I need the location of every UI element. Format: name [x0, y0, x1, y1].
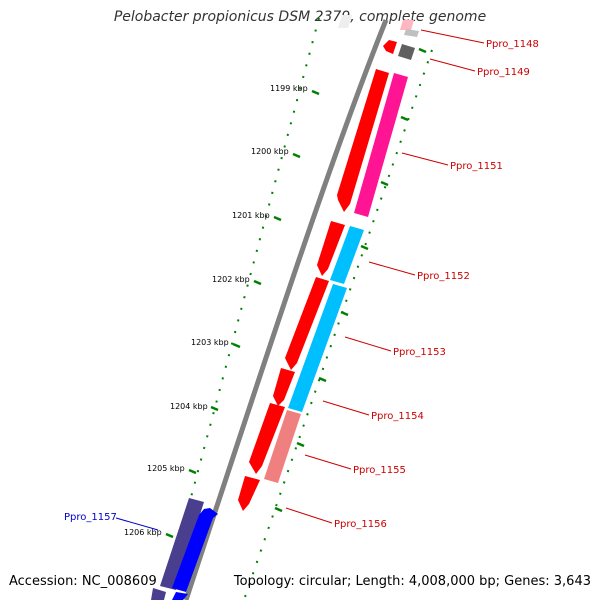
gene-label-ppro-1157[interactable]: Ppro_1157 — [64, 512, 117, 523]
connector-ppro-1157 — [115, 517, 159, 531]
gene-label-ppro-1153[interactable]: Ppro_1153 — [393, 347, 446, 358]
gene-feature-cds[interactable] — [249, 403, 285, 474]
tick-label-1205: 1205 kbp — [147, 464, 185, 473]
gene-feature-ppro-1153[interactable] — [288, 284, 347, 412]
major-tick-1203 — [232, 342, 241, 349]
gene-label-ppro-1154[interactable]: Ppro_1154 — [371, 411, 424, 422]
connector-ppro-1148 — [420, 29, 485, 44]
gene-label-ppro-1156[interactable]: Ppro_1156 — [334, 519, 387, 530]
connector-ppro-1153 — [344, 336, 392, 352]
major-tick-1206 — [165, 532, 174, 539]
connector-ppro-1155 — [304, 454, 352, 470]
gene-labels: Ppro_1148 Ppro_1149 Ppro_1151 Ppro_1152 … — [64, 39, 539, 530]
gene-label-ppro-1148[interactable]: Ppro_1148 — [486, 39, 539, 50]
gene-feature-ppro-1149b[interactable] — [398, 44, 415, 60]
gene-feature-cds[interactable] — [317, 221, 345, 276]
tick-label-1206: 1206 kbp — [124, 528, 162, 537]
gene-feature-ppro-1149[interactable] — [383, 40, 397, 54]
gene-label-ppro-1149[interactable]: Ppro_1149 — [477, 67, 530, 78]
inner-tick — [418, 47, 427, 54]
tick-label-1199: 1199 kbp — [270, 84, 308, 93]
major-tick-1204 — [210, 405, 219, 412]
gene-label-ppro-1151[interactable]: Ppro_1151 — [450, 161, 503, 172]
gene-feature-ppro-1157[interactable] — [160, 498, 204, 590]
inner-tick — [400, 115, 409, 122]
accession-text: Accession: NC_008609 — [9, 574, 157, 589]
genome-backbone — [183, 19, 389, 600]
gene-feature-cds[interactable] — [337, 69, 389, 212]
inner-tick — [318, 376, 327, 383]
gene-feature-cds[interactable] — [285, 277, 329, 370]
gene-feature[interactable] — [400, 20, 414, 30]
major-ticks — [165, 89, 320, 539]
tick-label-1204: 1204 kbp — [170, 402, 208, 411]
inner-tick — [274, 506, 283, 513]
major-tick-1202 — [253, 279, 262, 286]
gene-feature-cds[interactable] — [238, 476, 260, 511]
connector-ppro-1152 — [368, 261, 416, 276]
gene-feature-cds[interactable] — [273, 368, 295, 406]
inner-ticks — [274, 47, 427, 513]
connector-ppro-1149 — [429, 58, 476, 72]
map-title: Pelobacter propionicus DSM 2379, complet… — [113, 9, 487, 25]
outer-cds-track — [238, 69, 389, 511]
gene-label-ppro-1155[interactable]: Ppro_1155 — [353, 465, 406, 476]
gene-feature-ppro-1151[interactable] — [354, 73, 408, 217]
inner-tick — [380, 180, 389, 187]
tick-label-1201: 1201 kbp — [232, 211, 270, 220]
inner-tick — [296, 441, 305, 448]
tick-label-1200: 1200 kbp — [251, 147, 289, 156]
inner-tick — [340, 310, 349, 317]
label-connectors — [115, 29, 485, 531]
gene-feature[interactable] — [338, 15, 352, 28]
inner-cds-track — [264, 73, 408, 483]
dotted-track-outer — [185, 17, 320, 517]
tick-label-1203: 1203 kbp — [191, 338, 229, 347]
connector-ppro-1151 — [401, 152, 449, 166]
gene-label-ppro-1152[interactable]: Ppro_1152 — [417, 271, 470, 282]
ppro-1157-features — [151, 498, 218, 600]
gene-feature-ppro-1152[interactable] — [330, 226, 364, 284]
connector-ppro-1154 — [322, 400, 370, 416]
gene-feature-ppro-1148[interactable] — [404, 29, 419, 37]
tick-labels: 1199 kbp 1200 kbp 1201 kbp 1202 kbp 1203… — [124, 84, 308, 537]
gene-feature-ppro-1155[interactable] — [264, 410, 301, 483]
tick-label-1202: 1202 kbp — [212, 275, 250, 284]
major-tick-1201 — [273, 215, 282, 222]
genome-summary-text: Topology: circular; Length: 4,008,000 bp… — [233, 574, 591, 589]
major-tick-1205 — [188, 468, 197, 475]
gene-feature-ppro-1157b[interactable] — [172, 508, 218, 592]
dotted-track-inner — [243, 49, 433, 600]
gene-feature-ppro-1157c[interactable] — [151, 588, 166, 600]
inner-tick — [360, 244, 369, 251]
major-tick-1199 — [311, 89, 320, 96]
major-tick-1200 — [292, 152, 301, 159]
gene-feature-ppro-1157d[interactable] — [172, 592, 188, 600]
connector-ppro-1156 — [285, 507, 333, 524]
